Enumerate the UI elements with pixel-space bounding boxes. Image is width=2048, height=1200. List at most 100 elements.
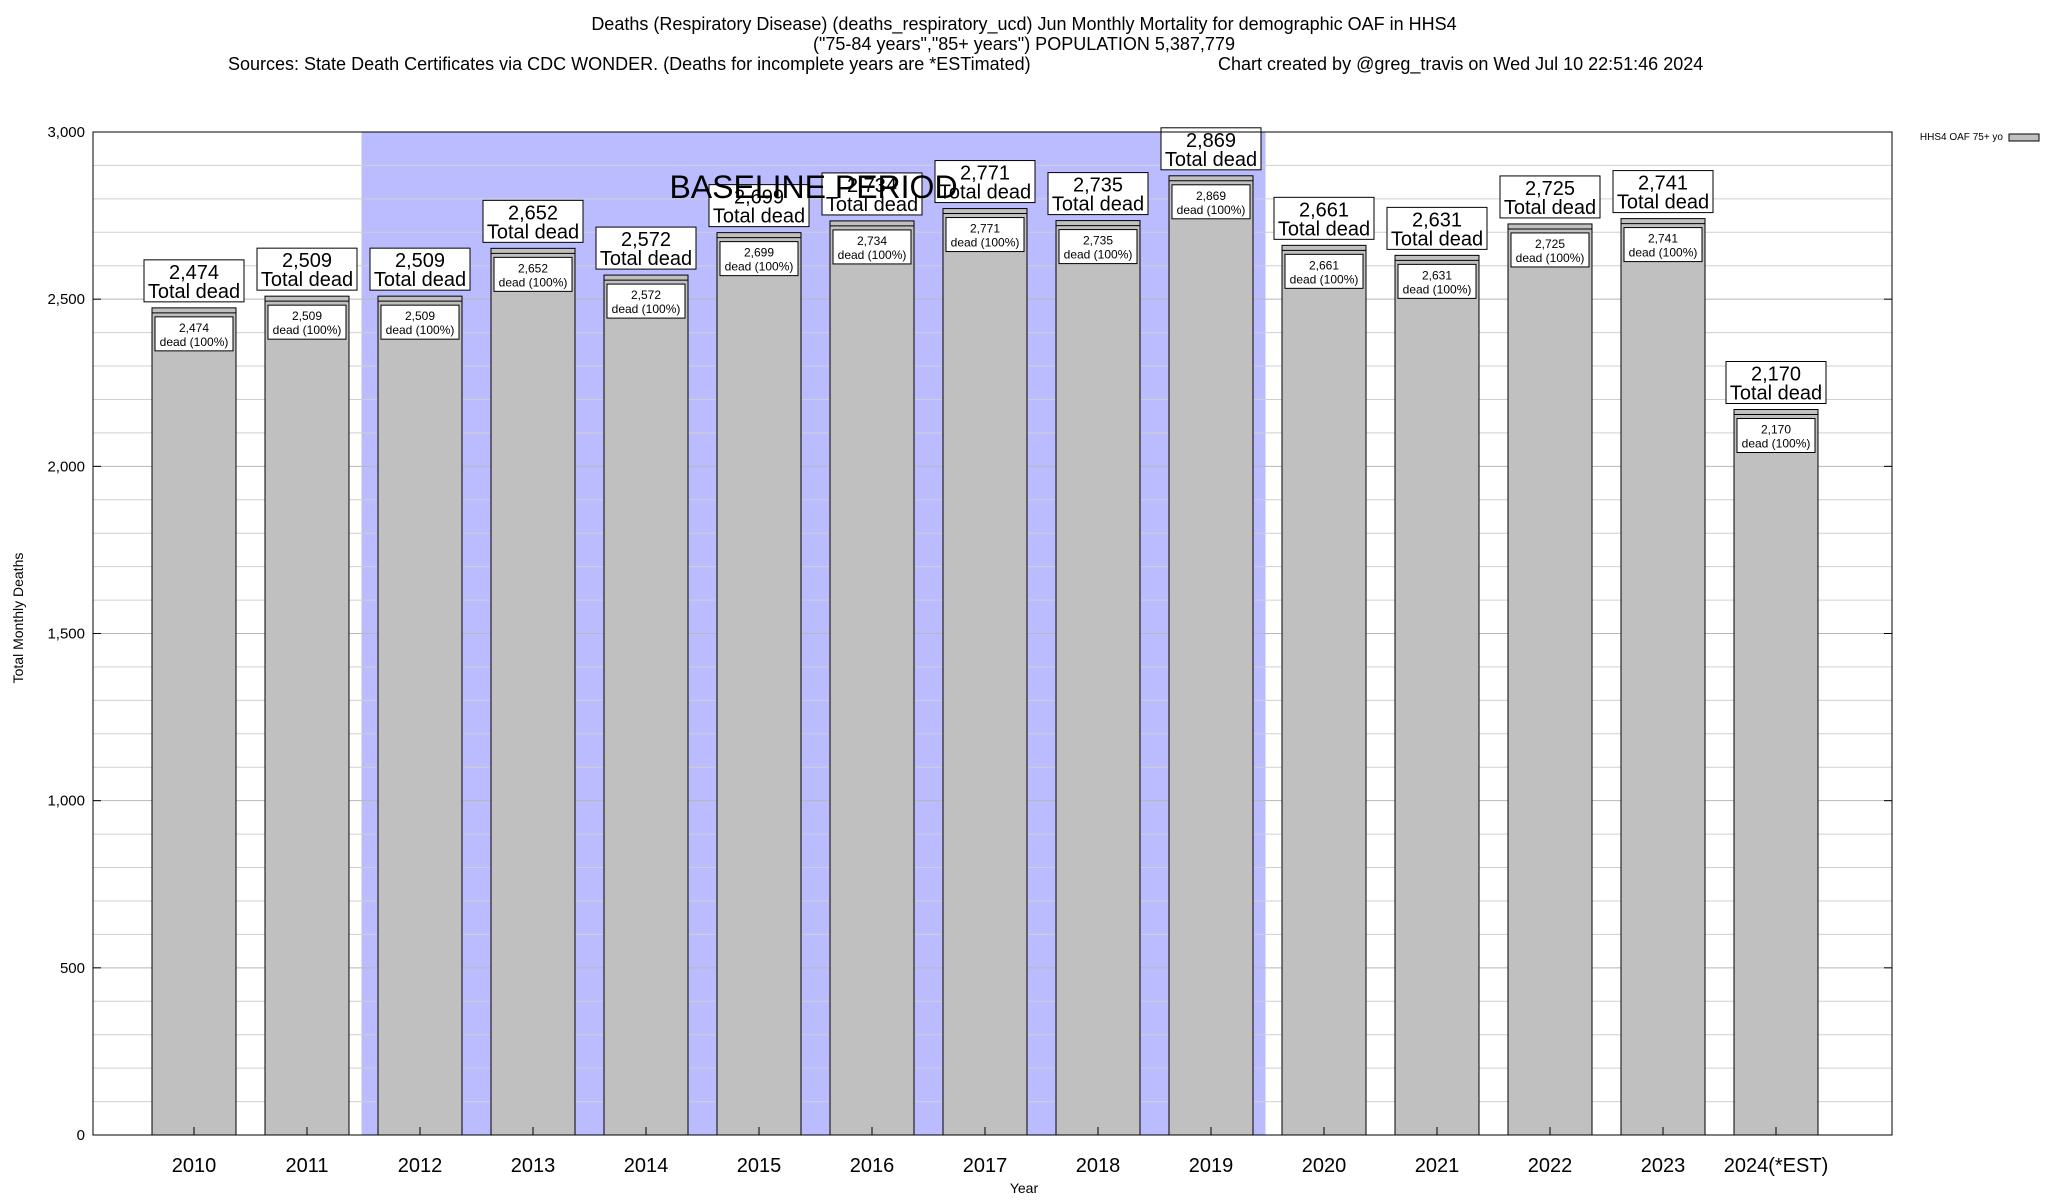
inner-dead-label: dead (100%) — [1516, 251, 1585, 265]
bar-2018 — [1055, 220, 1141, 1136]
total-dead-label: Total dead — [487, 221, 579, 243]
total-value-label: 2,631 — [1412, 209, 1462, 231]
y-tick-label: 500 — [60, 960, 85, 977]
inner-value-label: 2,734 — [857, 234, 887, 248]
bar-2019 — [1168, 175, 1254, 1136]
x-tick-label: 2021 — [1415, 1155, 1460, 1177]
inner-label-box — [1510, 232, 1590, 268]
total-value-label: 2,474 — [169, 262, 219, 284]
bar-2024(*EST) — [1733, 408, 1819, 1136]
inner-dead-label: dead (100%) — [1290, 272, 1359, 286]
x-tick-label: 2017 — [963, 1155, 1008, 1177]
inner-label-box — [154, 316, 234, 352]
total-label-box — [595, 226, 697, 270]
bar-2015 — [716, 232, 802, 1136]
total-dead-label: Total dead — [261, 269, 353, 291]
total-value-label: 2,725 — [1525, 178, 1575, 200]
total-dead-label: Total dead — [1278, 218, 1370, 240]
chart-sources: Sources: State Death Certificates via CD… — [228, 54, 1031, 74]
total-label-box — [1499, 175, 1601, 219]
x-tick-label: 2016 — [850, 1155, 895, 1177]
inner-value-label: 2,631 — [1422, 268, 1452, 282]
inner-dead-label: dead (100%) — [1629, 246, 1698, 260]
x-tick-label: 2018 — [1076, 1155, 1121, 1177]
total-label-box — [1725, 360, 1827, 404]
inner-value-label: 2,735 — [1083, 234, 1113, 248]
x-tick-label: 2014 — [624, 1155, 669, 1177]
inner-dead-label: dead (100%) — [499, 275, 568, 289]
x-tick-label: 2022 — [1528, 1155, 1573, 1177]
total-dead-label: Total dead — [939, 182, 1031, 204]
total-label-box — [1160, 127, 1262, 171]
inner-label-box — [606, 283, 686, 319]
total-label-box — [1612, 170, 1714, 214]
inner-value-label: 2,771 — [970, 222, 1000, 236]
inner-value-label: 2,509 — [292, 309, 322, 323]
inner-label-box — [1284, 253, 1364, 289]
total-dead-label: Total dead — [1165, 149, 1257, 171]
inner-dead-label: dead (100%) — [160, 335, 229, 349]
inner-label-box — [945, 217, 1025, 253]
total-value-label: 2,509 — [282, 250, 332, 272]
total-value-label: 2,699 — [734, 187, 784, 209]
inner-value-label: 2,509 — [405, 309, 435, 323]
total-label-box — [708, 184, 810, 228]
inner-value-label: 2,474 — [179, 321, 209, 335]
total-dead-label: Total dead — [713, 206, 805, 228]
total-dead-label: Total dead — [1052, 194, 1144, 216]
total-value-label: 2,652 — [508, 202, 558, 224]
chart-credit: Chart created by @greg_travis on Wed Jul… — [1218, 54, 1704, 74]
y-tick-label: 1,500 — [47, 626, 85, 643]
total-value-label: 2,735 — [1073, 175, 1123, 197]
y-tick-label: 3,000 — [47, 124, 85, 141]
total-value-label: 2,771 — [960, 163, 1010, 185]
bar-2010 — [151, 307, 237, 1136]
y-axis-label: Total Monthly Deaths — [10, 552, 26, 684]
bar-2022 — [1507, 223, 1593, 1136]
total-value-label: 2,509 — [395, 250, 445, 272]
inner-value-label: 2,869 — [1196, 189, 1226, 203]
bar-2017 — [942, 208, 1028, 1136]
inner-label-box — [380, 304, 460, 340]
chart-subtitle-population: ("75-84 years","85+ years") POPULATION 5… — [813, 34, 1235, 54]
x-tick-label: 2020 — [1302, 1155, 1347, 1177]
inner-dead-label: dead (100%) — [1403, 282, 1472, 296]
total-label-box — [482, 199, 584, 243]
total-dead-label: Total dead — [1617, 192, 1709, 214]
x-tick-label: 2019 — [1189, 1155, 1234, 1177]
x-tick-label: 2024(*EST) — [1724, 1155, 1829, 1177]
total-label-box — [1273, 196, 1375, 240]
y-tick-label: 2,000 — [47, 458, 85, 475]
inner-label-box — [1623, 227, 1703, 263]
inner-dead-label: dead (100%) — [725, 260, 794, 274]
total-value-label: 2,741 — [1638, 173, 1688, 195]
total-dead-label: Total dead — [1391, 228, 1483, 250]
inner-value-label: 2,725 — [1535, 237, 1565, 251]
total-dead-label: Total dead — [600, 248, 692, 270]
bar-2020 — [1281, 244, 1367, 1136]
inner-label-box — [267, 304, 347, 340]
inner-dead-label: dead (100%) — [386, 323, 455, 337]
y-tick-label: 0 — [77, 1127, 85, 1144]
baseline-period-label: BASELINE PERIOD — [669, 169, 957, 205]
x-axis-label: Year — [1009, 1180, 1039, 1196]
x-tick-label: 2012 — [398, 1155, 443, 1177]
y-tick-label: 1,000 — [47, 793, 85, 810]
total-dead-label: Total dead — [1730, 382, 1822, 404]
total-dead-label: Total dead — [1504, 197, 1596, 219]
total-value-label: 2,661 — [1299, 199, 1349, 221]
inner-value-label: 2,661 — [1309, 258, 1339, 272]
total-label-box — [1047, 172, 1149, 216]
total-label-box — [143, 259, 245, 303]
inner-dead-label: dead (100%) — [1177, 203, 1246, 217]
inner-value-label: 2,170 — [1761, 422, 1791, 436]
inner-dead-label: dead (100%) — [951, 236, 1020, 250]
chart-title: Deaths (Respiratory Disease) (deaths_res… — [591, 14, 1457, 34]
x-tick-label: 2023 — [1641, 1155, 1686, 1177]
x-tick-label: 2010 — [172, 1155, 217, 1177]
bar-2016 — [829, 220, 915, 1136]
inner-label-box — [493, 256, 573, 292]
inner-label-box — [719, 241, 799, 277]
inner-dead-label: dead (100%) — [612, 302, 681, 316]
bar-2014 — [603, 274, 689, 1136]
